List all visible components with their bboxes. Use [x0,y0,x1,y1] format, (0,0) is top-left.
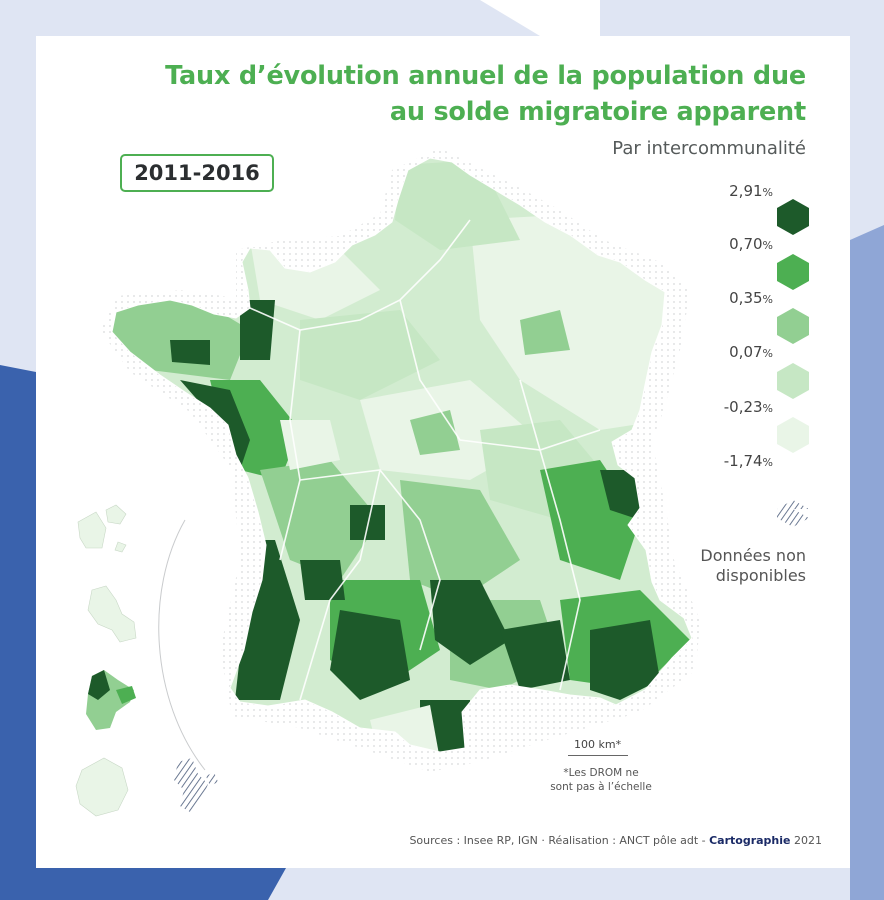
legend-na-line2: disponibles [715,566,806,585]
legend-break-6-value: -1,74 [723,452,763,470]
legend-break-3: 0,35% [683,289,773,307]
period-badge: 2011-2016 [120,154,274,192]
legend-swatch-5 [777,417,809,453]
sources-text: Sources : Insee RP, IGN · Réalisation : … [409,834,710,847]
legend-break-4-unit: % [762,347,773,360]
legend-break-1: 2,91% [683,182,773,200]
legend-break-2-value: 0,70 [729,235,763,253]
legend-swatch-na [777,500,809,527]
map-title-line2: au solde migratoire apparent [389,97,806,127]
legend-na-line1: Données non [700,546,806,565]
sources-brand: Cartographie [709,834,791,847]
drom-note: *Les DROM ne sont pas à l’échelle [546,766,656,794]
legend-break-3-unit: % [762,293,773,306]
legend-break-1-value: 2,91 [729,182,763,200]
map-title: Taux d’évolution annuel de la population… [165,58,806,130]
drom-note-line1: *Les DROM ne [563,767,639,779]
map-subtitle: Par intercommunalité [612,138,806,159]
scale-bar [568,755,628,756]
legend-swatches [777,199,809,527]
legend-break-5-value: -0,23 [723,398,763,416]
sources-year: 2021 [790,834,822,847]
legend-break-6: -1,74% [683,452,773,470]
legend-swatch-2 [777,254,809,290]
legend-break-1-unit: % [762,186,773,199]
legend-na-label: Données non disponibles [700,546,806,586]
legend-swatch-3 [777,308,809,344]
legend-break-4-value: 0,07 [729,343,763,361]
drom-note-line2: sont pas à l’échelle [550,781,652,793]
legend-break-5: -0,23% [683,398,773,416]
legend-swatch-1 [777,199,809,235]
france-choropleth-map [75,150,700,817]
legend-break-4: 0,07% [683,343,773,361]
legend-swatch-4 [777,363,809,399]
legend-break-2-unit: % [762,239,773,252]
legend-break-6-unit: % [762,456,773,469]
legend-break-3-value: 0,35 [729,289,763,307]
sources-credit: Sources : Insee RP, IGN · Réalisation : … [409,834,822,847]
legend-break-2: 0,70% [683,235,773,253]
legend-break-5-unit: % [762,402,773,415]
scale-bar-label: 100 km* [574,738,622,751]
drom-insets [75,504,218,817]
map-title-line1: Taux d’évolution annuel de la population… [165,61,806,91]
